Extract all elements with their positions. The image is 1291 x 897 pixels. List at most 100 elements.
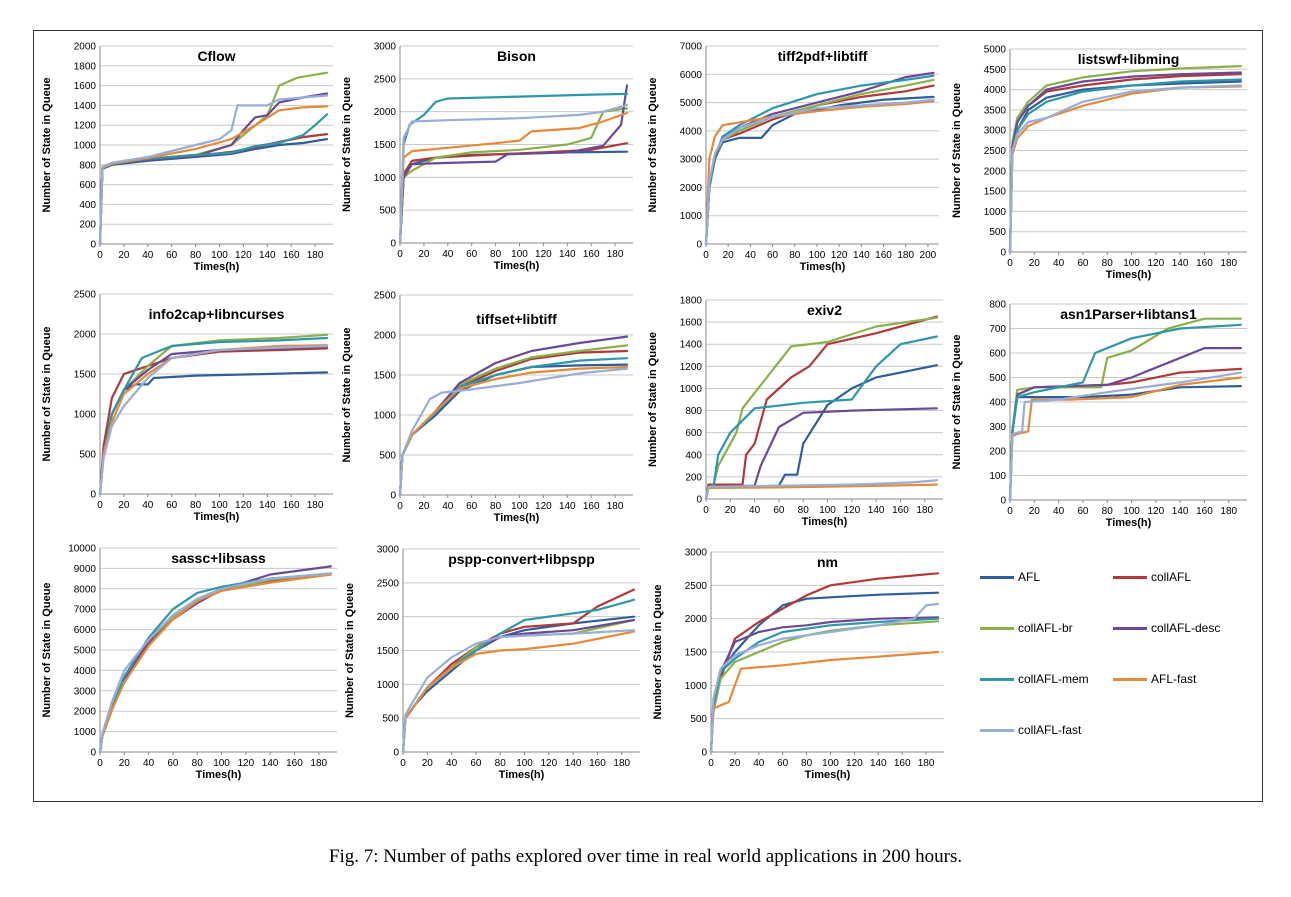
legend-swatch (980, 626, 1014, 630)
y-tick-label: 1500 (374, 140, 397, 151)
chart-title: asn1Parser+libtans1 (1060, 306, 1197, 322)
y-tick-label: 0 (90, 240, 96, 251)
x-tick-label: 80 (495, 758, 507, 769)
y-axis-label: Number of State in Queue (647, 77, 659, 212)
x-tick-label: 120 (238, 758, 255, 769)
y-tick-label: 2000 (984, 166, 1007, 177)
y-tick-label: 0 (701, 748, 707, 759)
y-tick-label: 200 (685, 472, 702, 483)
x-tick-label: 0 (97, 500, 103, 511)
x-tick-label: 60 (1077, 506, 1089, 517)
y-tick-label: 1000 (680, 211, 703, 222)
y-tick-label: 3000 (74, 686, 97, 697)
x-tick-label: 140 (259, 500, 276, 511)
x-tick-label: 140 (1172, 258, 1189, 269)
x-tick-label: 80 (1102, 258, 1114, 269)
series-line-collafl-mem (98, 336, 329, 496)
y-tick-label: 3000 (374, 42, 397, 53)
legend-item-afl-fast: AFL-fast (1113, 672, 1196, 686)
x-tick-label: 160 (875, 250, 892, 261)
x-tick-label: 60 (166, 250, 178, 261)
chart-pspp-convert-libpspp: 0 500 1000 1500 2000 2500 3000 0 20 40 60 80 100 120 1… (344, 545, 640, 781)
series-line-afl (709, 591, 940, 754)
series-line-collafl-mem (1008, 323, 1242, 502)
x-tick-label: 80 (490, 249, 502, 260)
series-line-afl (398, 150, 629, 245)
x-tick-label: 0 (1007, 258, 1013, 269)
x-tick-label: 160 (892, 505, 909, 516)
series-line-collafl-fast (98, 94, 329, 246)
y-tick-label: 3500 (984, 105, 1007, 116)
y-tick-label: 3000 (680, 155, 703, 166)
y-tick-label: 7000 (74, 605, 97, 616)
x-tick-label: 20 (118, 250, 130, 261)
y-tick-label: 2000 (74, 707, 97, 718)
y-tick-label: 2500 (377, 578, 400, 589)
y-tick-label: 800 (989, 300, 1006, 311)
x-tick-label: 40 (745, 250, 757, 261)
series-line-collafl (704, 315, 938, 501)
y-tick-label: 2000 (374, 107, 397, 118)
series-line-collafl-mem (1008, 78, 1242, 254)
legend-item-afl: AFL (980, 570, 1040, 584)
x-tick-label: 100 (511, 249, 528, 260)
y-tick-label: 400 (79, 200, 96, 211)
chart-tiff2pdf-libtiff: 0 1000 2000 3000 4000 5000 6000 7000 0 20 40 60 80 10… (647, 42, 939, 273)
x-axis-label: Times(h) (494, 512, 540, 524)
y-tick-label: 8000 (74, 584, 97, 595)
y-tick-label: 5000 (680, 98, 703, 109)
x-tick-label: 120 (1148, 506, 1165, 517)
x-tick-label: 0 (397, 501, 403, 512)
x-tick-label: 0 (1007, 506, 1013, 517)
y-tick-label: 1000 (680, 384, 703, 395)
x-tick-label: 20 (723, 250, 735, 261)
series-line-afl (1008, 385, 1242, 502)
x-tick-label: 40 (143, 758, 155, 769)
y-tick-label: 2000 (374, 331, 397, 342)
x-tick-label: 80 (192, 758, 204, 769)
y-tick-label: 1400 (680, 340, 703, 351)
legend-swatch (1113, 677, 1147, 681)
x-axis-label: Times(h) (1106, 517, 1152, 529)
x-tick-label: 140 (559, 501, 576, 512)
series-line-collafl-fast (401, 629, 635, 754)
series-line-collafl-fast (709, 602, 940, 754)
x-tick-label: 60 (773, 505, 785, 516)
x-tick-label: 160 (286, 758, 303, 769)
series-line-collafl-fast (98, 344, 329, 496)
x-tick-label: 60 (470, 758, 482, 769)
legend: AFL collAFL collAFL-br collAFL-desc collAFL-… (980, 570, 1250, 760)
x-tick-label: 180 (607, 249, 624, 260)
series-line-afl (704, 95, 935, 246)
x-tick-label: 40 (446, 758, 458, 769)
y-tick-label: 2000 (74, 42, 97, 53)
y-tick-label: 600 (79, 180, 96, 191)
chart-tiffset-libtiff: 0 500 1000 1500 2000 2500 0 20 40 60 80 100 120 140 16… (341, 291, 633, 524)
figure-caption: Fig. 7: Number of paths explored over ti… (328, 846, 963, 867)
chart-listswf-libming: 0500100015002000250030003500400045005000… (951, 45, 1247, 281)
series-line-afl-fast (704, 100, 935, 246)
y-tick-label: 500 (989, 373, 1006, 384)
series-line-collafl-desc (398, 84, 629, 245)
y-tick-label: 1400 (74, 101, 97, 112)
x-tick-label: 100 (511, 501, 528, 512)
series-line-afl-fast (1008, 376, 1242, 502)
y-tick-label: 1500 (374, 371, 397, 382)
x-tick-label: 140 (1172, 506, 1189, 517)
legend-label: collAFL-mem (1018, 672, 1089, 686)
x-tick-label: 180 (307, 500, 324, 511)
y-tick-label: 0 (1000, 248, 1006, 259)
y-tick-label: 6000 (74, 625, 97, 636)
chart-title: Bison (497, 48, 536, 64)
series-line-collafl-fast (704, 479, 938, 501)
y-axis-label: Number of State in Queue (41, 326, 53, 461)
x-tick-label: 120 (1148, 258, 1165, 269)
y-tick-label: 500 (989, 227, 1006, 238)
x-tick-label: 20 (1029, 506, 1041, 517)
series-line-collafl-br (398, 107, 629, 245)
y-tick-label: 1000 (74, 141, 97, 152)
series-line-afl-fast (98, 344, 329, 496)
y-tick-label: 1000 (374, 411, 397, 422)
x-tick-label: 180 (613, 758, 630, 769)
series-line-afl-fast (401, 630, 635, 754)
